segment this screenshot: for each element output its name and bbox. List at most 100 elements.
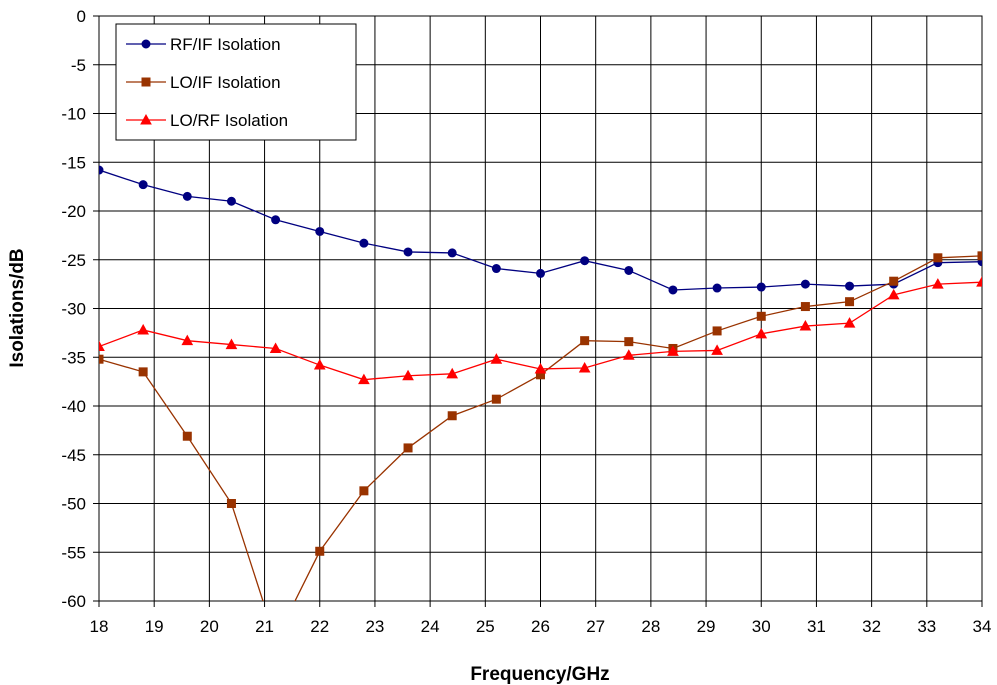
data-point — [181, 334, 194, 346]
x-tick-label: 34 — [973, 617, 992, 636]
data-point — [271, 215, 281, 225]
x-tick-label: 25 — [476, 617, 495, 636]
y-tick-label: -35 — [61, 348, 86, 367]
data-point — [491, 394, 501, 404]
x-tick-label: 28 — [641, 617, 660, 636]
data-point — [403, 247, 413, 257]
y-axis-title: Isolations/dB — [7, 248, 28, 367]
data-point — [534, 362, 547, 374]
legend-item: RF/IF Isolation — [126, 35, 281, 54]
data-point — [755, 327, 768, 339]
data-point — [226, 499, 236, 508]
data-point — [712, 326, 722, 336]
y-tick-label: -5 — [71, 56, 86, 75]
data-point — [99, 354, 104, 364]
x-tick-label: 22 — [310, 617, 329, 636]
x-tick-label: 31 — [807, 617, 826, 636]
data-point — [624, 265, 634, 275]
y-tick-label: -50 — [61, 495, 86, 514]
data-point — [580, 336, 590, 346]
data-point — [845, 281, 855, 291]
data-point — [225, 338, 238, 350]
x-tick-label: 24 — [421, 617, 440, 636]
y-tick-label: -25 — [61, 251, 86, 270]
legend-marker — [140, 113, 152, 125]
data-point — [667, 345, 679, 356]
x-tick-label: 18 — [90, 617, 109, 636]
legend-item: LO/IF Isolation — [126, 73, 281, 92]
data-point — [315, 226, 325, 236]
data-point — [138, 180, 148, 190]
x-tick-label: 27 — [586, 617, 605, 636]
legend-label: LO/IF Isolation — [170, 73, 281, 92]
data-point — [272, 636, 280, 644]
x-axis-ticks: 18 19 20 21 22 23 24 25 26 27 28 29 30 31 32 33 34 — [90, 601, 992, 636]
data-point — [536, 268, 545, 278]
series-group — [99, 165, 982, 644]
data-point — [313, 359, 326, 370]
y-tick-label: -15 — [61, 153, 86, 172]
data-point — [887, 288, 900, 300]
legend-item: LO/RF Isolation — [126, 111, 288, 130]
x-axis-title: Frequency/GHz — [470, 664, 609, 685]
data-point — [402, 369, 414, 381]
legend: RF/IF Isolation LO/IF Isolation LO/RF Isol… — [115, 23, 357, 141]
data-point — [845, 297, 855, 307]
data-point — [403, 443, 413, 453]
series-lo-rf-isolation — [99, 276, 982, 385]
y-tick-label: 0 — [77, 7, 86, 26]
data-point — [138, 367, 148, 377]
data-point — [447, 248, 457, 258]
x-tick-label: 32 — [862, 617, 881, 636]
data-point — [624, 337, 634, 347]
data-point — [315, 546, 325, 556]
x-tick-label: 33 — [917, 617, 936, 636]
data-point — [137, 323, 149, 335]
x-tick-label: 30 — [752, 617, 771, 636]
data-point — [182, 431, 192, 441]
x-tick-label: 23 — [365, 617, 384, 636]
data-point — [800, 302, 810, 312]
data-point — [447, 411, 457, 421]
data-point — [668, 285, 678, 295]
x-tick-label: 29 — [697, 617, 716, 636]
series-rf-if-isolation — [99, 165, 982, 295]
data-point — [358, 373, 370, 385]
legend-label: RF/IF Isolation — [170, 35, 281, 54]
data-point — [976, 276, 982, 287]
legend-marker — [141, 77, 151, 87]
data-point — [490, 353, 503, 364]
data-point — [843, 317, 856, 328]
y-tick-label: -10 — [61, 105, 86, 124]
data-point — [711, 344, 723, 355]
data-point — [799, 320, 812, 331]
data-point — [756, 311, 766, 321]
y-tick-label: -40 — [61, 397, 86, 416]
y-tick-label: -20 — [61, 202, 86, 221]
data-point — [800, 279, 810, 289]
data-point — [99, 340, 105, 352]
data-point — [359, 486, 369, 496]
data-point — [712, 283, 722, 293]
y-tick-label: -45 — [61, 446, 86, 465]
data-point — [99, 165, 104, 175]
data-point — [359, 238, 369, 248]
data-point — [269, 342, 282, 353]
x-tick-label: 19 — [145, 617, 164, 636]
x-tick-label: 21 — [255, 617, 274, 636]
data-point — [756, 282, 766, 292]
data-point — [580, 256, 590, 266]
x-tick-label: 26 — [531, 617, 550, 636]
data-point — [491, 264, 501, 274]
series-lo-if-isolation — [99, 251, 982, 644]
data-point — [889, 276, 899, 286]
legend-marker — [141, 39, 151, 49]
y-tick-label: -55 — [61, 543, 86, 562]
data-point — [932, 278, 944, 289]
x-tick-label: 20 — [200, 617, 219, 636]
data-point — [977, 251, 982, 261]
legend-label: LO/RF Isolation — [170, 111, 288, 130]
y-axis-ticks: 0 -5 -10 -15 -20 -25 -30 -35 -40 -45 -50 -55 -60 — [61, 7, 99, 611]
data-point — [182, 191, 192, 201]
